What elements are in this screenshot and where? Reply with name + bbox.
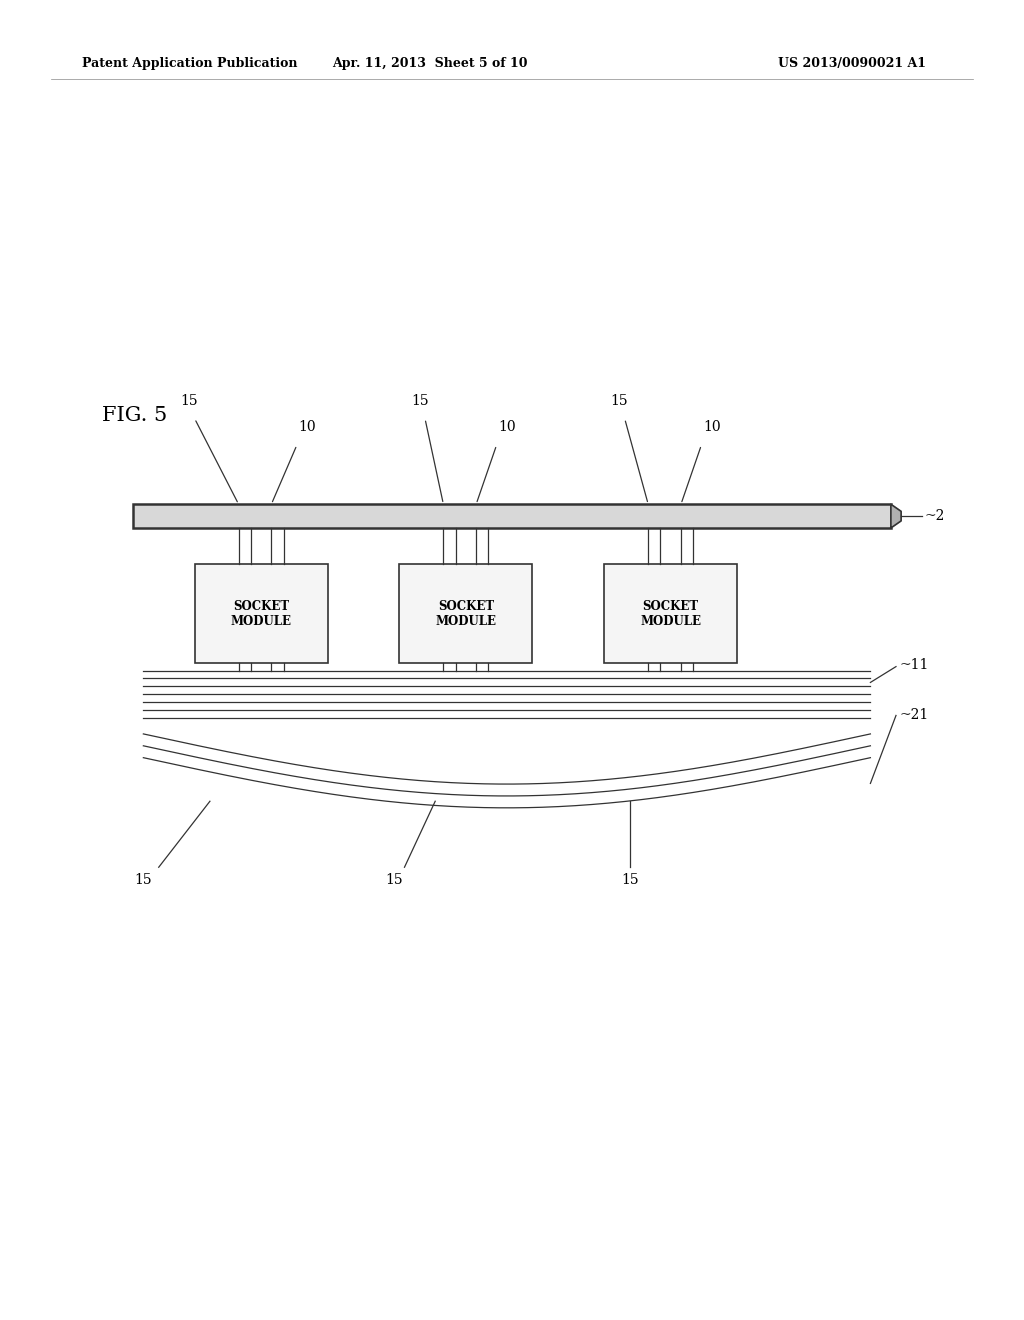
Text: ~11: ~11 bbox=[899, 659, 929, 672]
Text: SOCKET
MODULE: SOCKET MODULE bbox=[640, 599, 701, 628]
Text: US 2013/0090021 A1: US 2013/0090021 A1 bbox=[778, 57, 927, 70]
FancyBboxPatch shape bbox=[399, 565, 532, 663]
Text: 15: 15 bbox=[385, 874, 403, 887]
Text: 15: 15 bbox=[621, 874, 639, 887]
Text: SOCKET
MODULE: SOCKET MODULE bbox=[435, 599, 497, 628]
Text: 15: 15 bbox=[610, 393, 629, 408]
Text: ~21: ~21 bbox=[899, 709, 929, 722]
Text: 15: 15 bbox=[411, 393, 429, 408]
Text: 15: 15 bbox=[180, 393, 199, 408]
Text: Apr. 11, 2013  Sheet 5 of 10: Apr. 11, 2013 Sheet 5 of 10 bbox=[333, 57, 527, 70]
Text: 10: 10 bbox=[298, 420, 316, 434]
Text: ~2: ~2 bbox=[925, 510, 945, 523]
Text: Patent Application Publication: Patent Application Publication bbox=[82, 57, 297, 70]
Text: 15: 15 bbox=[134, 874, 153, 887]
FancyBboxPatch shape bbox=[133, 504, 891, 528]
Text: FIG. 5: FIG. 5 bbox=[102, 407, 168, 425]
Polygon shape bbox=[891, 504, 901, 528]
Text: 10: 10 bbox=[498, 420, 516, 434]
Text: 10: 10 bbox=[702, 420, 721, 434]
Text: SOCKET
MODULE: SOCKET MODULE bbox=[230, 599, 292, 628]
FancyBboxPatch shape bbox=[195, 565, 328, 663]
FancyBboxPatch shape bbox=[604, 565, 737, 663]
